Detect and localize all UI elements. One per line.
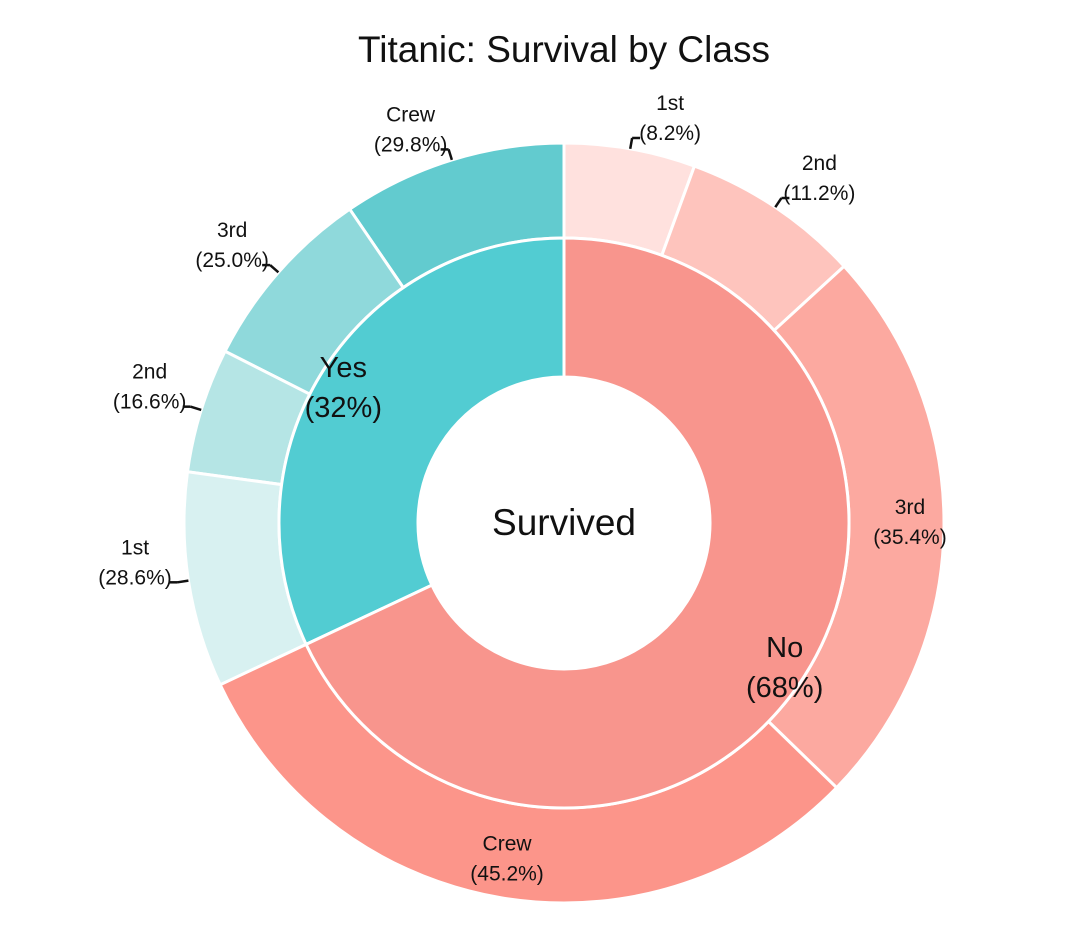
outer-pct-label-yes-3rd: (25.0%) (195, 249, 269, 272)
leader-line-yes-2nd (190, 405, 202, 412)
slice-labels: Yes (32%) No (68%) Crew (29.8%) 3rd (25.0%) 2nd (… (98, 92, 946, 885)
outer-label-yes-1st: 1st (121, 536, 149, 559)
leader-line-yes-1st (177, 579, 189, 584)
inner-slice-yes (277, 236, 566, 647)
outer-pct-label-no-3rd: (35.4%) (873, 526, 947, 549)
inner-pct-label-yes: (32%) (305, 392, 382, 424)
inner-label-no: No (766, 632, 803, 664)
outer-pct-label-no-1st: (8.2%) (639, 122, 701, 145)
outer-label-yes-crew: Crew (386, 103, 436, 126)
outer-pct-label-yes-1st: (28.6%) (98, 566, 172, 589)
leader-line-no-2nd (774, 197, 783, 208)
outer-label-no-2nd: 2nd (802, 152, 837, 175)
outer-label-no-3rd: 3rd (895, 496, 925, 519)
outer-pct-label-no-crew: (45.2%) (470, 862, 544, 885)
inner-pct-label-no: (68%) (746, 672, 823, 704)
center-label: Survived (492, 502, 636, 543)
leader-line-yes-3rd (269, 264, 280, 274)
outer-pct-label-yes-crew: (29.8%) (374, 133, 448, 156)
inner-slice-no (304, 236, 851, 810)
outer-label-no-1st: 1st (656, 92, 684, 115)
outer-label-yes-3rd: 3rd (217, 219, 247, 242)
label-leaders (169, 136, 790, 584)
outer-label-yes-2nd: 2nd (132, 361, 167, 384)
outer-label-no-crew: Crew (483, 832, 533, 855)
inner-ring (277, 236, 851, 810)
outer-pct-label-no-2nd: (11.2%) (783, 182, 855, 205)
outer-pct-label-yes-2nd: (16.6%) (113, 391, 187, 414)
outer-ring (182, 141, 946, 905)
leader-line-yes-crew (447, 149, 454, 161)
inner-label-yes: Yes (320, 352, 367, 384)
leader-line-no-1st (628, 137, 634, 150)
chart-title: Titanic: Survival by Class (358, 29, 770, 70)
